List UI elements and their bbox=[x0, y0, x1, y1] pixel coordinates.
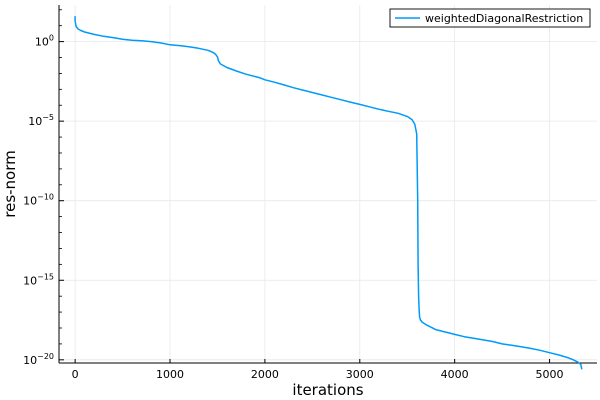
legend-box bbox=[389, 8, 591, 28]
x-tick-label: 4000 bbox=[441, 368, 469, 381]
x-axis-label: iterations bbox=[292, 381, 363, 399]
legend-label: weightedDiagonalRestriction bbox=[425, 12, 583, 25]
x-tick-label: 1000 bbox=[156, 368, 184, 381]
series-group bbox=[74, 16, 583, 370]
y-tick-label: 10−5 bbox=[28, 113, 54, 128]
y-tick-label: 10−15 bbox=[23, 272, 54, 287]
y-tick-label: 10−20 bbox=[23, 352, 54, 367]
y-tick-label: 10−10 bbox=[23, 193, 54, 208]
y-tick-label: 100 bbox=[35, 34, 54, 49]
series-line bbox=[74, 16, 583, 370]
x-tick-label: 2000 bbox=[251, 368, 279, 381]
ticks: 0 1000 2000 3000 4000 5000 100 10−5 10−10 10−15 10… bbox=[23, 9, 564, 381]
x-tick-label: 5000 bbox=[536, 368, 564, 381]
legend: weightedDiagonalRestriction bbox=[389, 8, 591, 28]
x-tick-label: 0 bbox=[72, 368, 79, 381]
x-tick-label: 3000 bbox=[346, 368, 374, 381]
axes bbox=[58, 5, 597, 364]
y-axis-label: res-norm bbox=[1, 150, 19, 218]
